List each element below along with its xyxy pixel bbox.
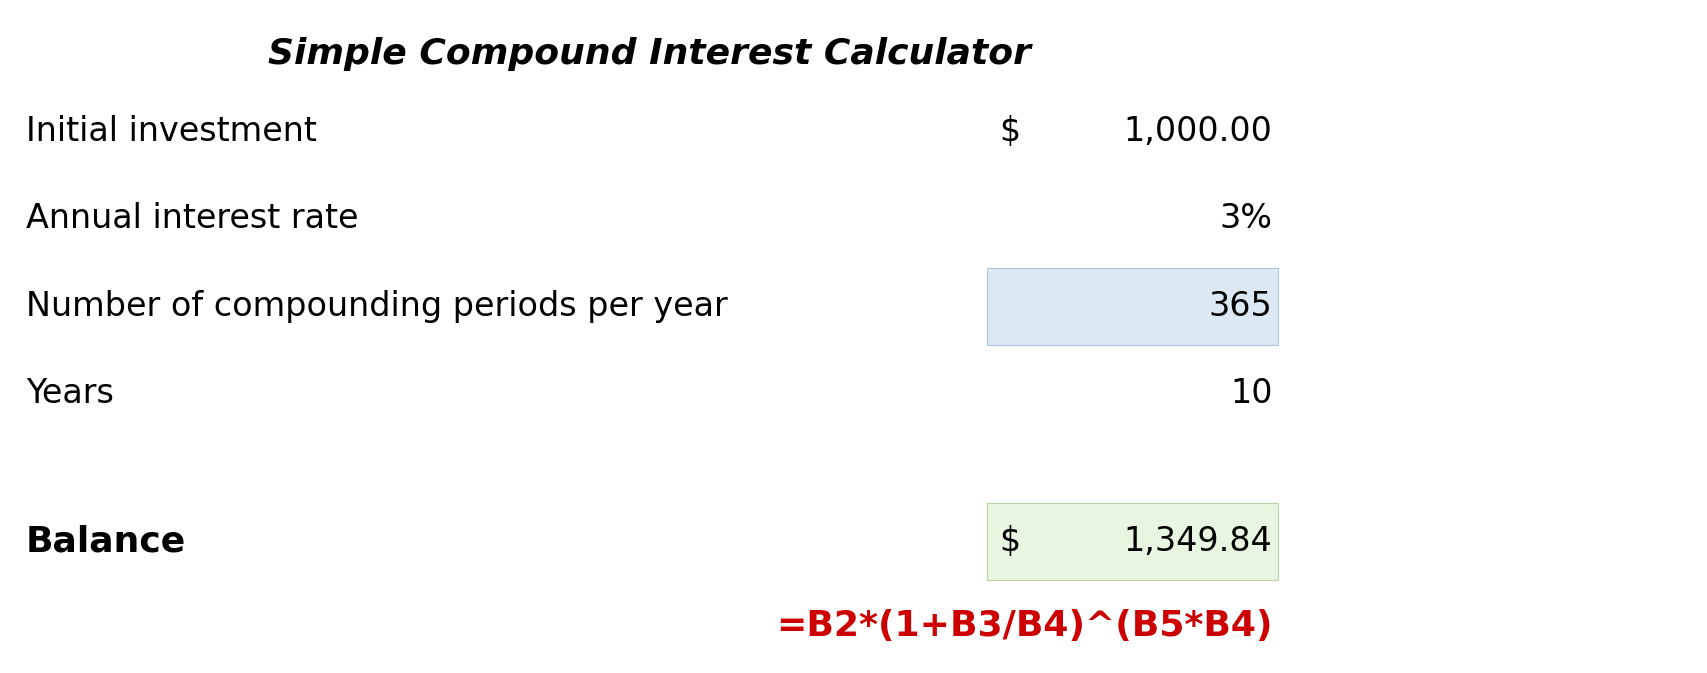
- Text: 365: 365: [1209, 289, 1272, 323]
- Text: $: $: [999, 525, 1019, 559]
- Text: 1,000.00: 1,000.00: [1123, 114, 1272, 148]
- Text: Years: Years: [26, 377, 113, 411]
- Text: Initial investment: Initial investment: [26, 114, 316, 148]
- Text: $: $: [999, 114, 1019, 148]
- Text: Number of compounding periods per year: Number of compounding periods per year: [26, 289, 727, 323]
- FancyBboxPatch shape: [987, 267, 1277, 345]
- Text: Simple Compound Interest Calculator: Simple Compound Interest Calculator: [268, 37, 1029, 71]
- Text: 3%: 3%: [1219, 202, 1272, 236]
- Text: Annual interest rate: Annual interest rate: [26, 202, 358, 236]
- Text: 1,349.84: 1,349.84: [1123, 525, 1272, 559]
- Text: Balance: Balance: [26, 525, 186, 559]
- Text: 10: 10: [1229, 377, 1272, 411]
- Text: =B2*(1+B3/B4)^(B5*B4): =B2*(1+B3/B4)^(B5*B4): [775, 609, 1272, 643]
- FancyBboxPatch shape: [987, 503, 1277, 580]
